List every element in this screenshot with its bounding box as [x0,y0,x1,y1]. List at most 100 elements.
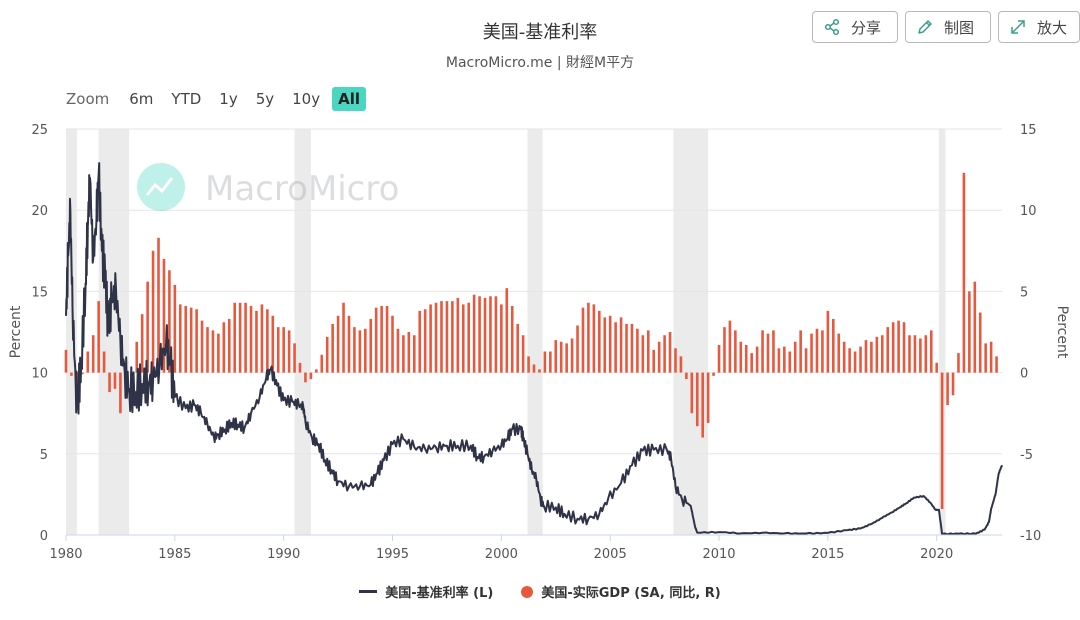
gdp-bar [331,323,334,373]
gdp-bar [897,320,900,373]
gdp-bar [543,351,547,373]
gdp-bar [434,302,438,373]
zoom-10y-button[interactable]: 10y [292,90,321,108]
share-icon [823,18,841,36]
zoom-ytd-button[interactable]: YTD [171,90,202,108]
gdp-bar [173,284,177,373]
gdp-bar [598,310,601,373]
zoom-1y-button[interactable]: 1y [219,90,238,108]
gdp-bar [304,372,307,383]
share-button[interactable]: 分享 [812,11,898,43]
gdp-bar [815,328,819,373]
gdp-bar [298,362,302,373]
gdp-bar [325,336,329,373]
x-tick-label: 2015 [811,547,844,562]
gdp-bar [603,317,607,373]
gdp-bar [570,338,574,373]
y-right-tick-label: -5 [1020,448,1033,463]
gdp-bar [625,323,628,373]
legend-item-gdp[interactable]: 美国-实际GDP (SA, 同比, R) [521,582,721,601]
gdp-bar [821,330,824,373]
watermark-logo-icon [137,163,185,211]
gdp-bar [717,344,721,373]
gdp-bar [402,335,405,373]
gdp-bar [527,356,530,373]
gdp-bar [70,372,73,376]
gdp-bar [978,312,982,373]
gdp-bar [924,335,928,373]
recession-band [527,129,543,535]
gdp-bar [217,333,220,373]
gdp-bar [772,330,775,373]
gdp-bar [369,319,373,373]
gdp-bar [119,372,122,414]
y-left-tick-label: 0 [40,529,48,544]
gdp-bar [353,327,356,373]
gdp-bar [407,332,411,373]
zoom-all-button[interactable]: All [332,87,367,111]
gdp-bar [581,307,585,373]
expand-icon [1009,18,1027,36]
gdp-bar [244,302,247,373]
gdp-bar [178,304,182,373]
y-left-tick-label: 15 [31,285,48,300]
draw-button[interactable]: 制图 [905,11,991,43]
expand-button[interactable]: 放大 [998,11,1080,43]
gdp-bar [140,314,144,373]
legend-item-rate[interactable]: 美国-基准利率 (L) [359,582,493,601]
rate-line-group [65,162,1003,536]
y-left-tick-label: 25 [31,123,48,138]
gdp-bar [929,330,933,373]
y-left-axis-title: Percent [8,305,24,358]
gdp-bar [391,315,394,373]
gdp-bar [810,333,813,373]
x-tick-label: 1985 [158,547,191,562]
gdp-bar [538,369,541,373]
gdp-bar [864,340,868,373]
gdp-bar [184,306,188,373]
gdp-bar [108,372,111,393]
gdp-bar [848,348,851,373]
gdp-bar [908,335,911,373]
zoom-label: Zoom [66,90,110,108]
gdp-bar [451,301,454,373]
gdp-bar [832,319,835,373]
gdp-bar [793,341,797,373]
gdp-bar [657,341,661,373]
gdp-bar [837,333,841,373]
gdp-bar [592,304,596,373]
gdp-bar [483,297,487,373]
gdp-bar [146,281,149,373]
gdp-bar [412,335,416,373]
draw-label: 制图 [944,18,975,37]
gdp-bar [211,330,215,373]
gdp-bar [951,372,955,396]
gdp-bar [358,330,362,373]
gdp-bar [750,353,753,373]
gdp-bar [734,330,737,373]
gdp-bar [739,341,743,373]
gdp-bar [385,306,389,373]
zoom-5y-button[interactable]: 5y [255,90,275,108]
y-left-tick-label: 5 [40,448,48,463]
gdp-bar [755,346,759,373]
gdp-bar [423,309,427,373]
gdp-bar [706,372,710,423]
expand-label: 放大 [1037,18,1068,37]
gdp-bar [973,281,977,373]
gdp-bar [559,341,563,373]
share-label: 分享 [851,18,882,37]
gdp-bar [396,328,400,373]
gdp-bar [222,322,226,373]
gdp-bar [565,343,568,373]
gdp-bar [429,304,432,373]
gdp-bar [962,172,966,373]
gdp-bar [723,327,726,373]
gdp-bar [608,315,612,373]
zoom-6m-button[interactable]: 6m [129,90,154,108]
gdp-bar [445,301,449,373]
gdp-bar [510,306,514,373]
gdp-bar [336,315,340,373]
watermark-text: MacroMicro [205,169,399,209]
